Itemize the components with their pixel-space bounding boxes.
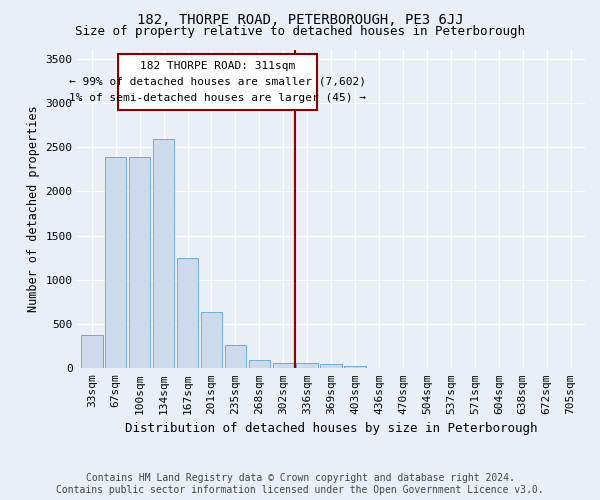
Bar bbox=[177, 258, 199, 368]
Text: ← 99% of detached houses are smaller (7,602): ← 99% of detached houses are smaller (7,… bbox=[69, 77, 366, 87]
Bar bbox=[105, 157, 127, 368]
Bar bbox=[129, 157, 151, 368]
Text: 182 THORPE ROAD: 311sqm: 182 THORPE ROAD: 311sqm bbox=[140, 61, 295, 71]
Bar bbox=[153, 140, 175, 368]
X-axis label: Distribution of detached houses by size in Peterborough: Distribution of detached houses by size … bbox=[125, 422, 538, 435]
Bar bbox=[224, 346, 246, 368]
Bar bbox=[296, 364, 318, 368]
FancyBboxPatch shape bbox=[118, 54, 317, 110]
Y-axis label: Number of detached properties: Number of detached properties bbox=[27, 106, 40, 312]
Text: Contains HM Land Registry data © Crown copyright and database right 2024.
Contai: Contains HM Land Registry data © Crown c… bbox=[56, 474, 544, 495]
Bar bbox=[81, 334, 103, 368]
Bar bbox=[248, 360, 270, 368]
Bar bbox=[344, 366, 366, 368]
Bar bbox=[320, 364, 342, 368]
Bar bbox=[201, 312, 222, 368]
Bar bbox=[272, 364, 294, 368]
Text: 1% of semi-detached houses are larger (45) →: 1% of semi-detached houses are larger (4… bbox=[69, 92, 366, 102]
Text: Size of property relative to detached houses in Peterborough: Size of property relative to detached ho… bbox=[75, 25, 525, 38]
Text: 182, THORPE ROAD, PETERBOROUGH, PE3 6JJ: 182, THORPE ROAD, PETERBOROUGH, PE3 6JJ bbox=[137, 12, 463, 26]
